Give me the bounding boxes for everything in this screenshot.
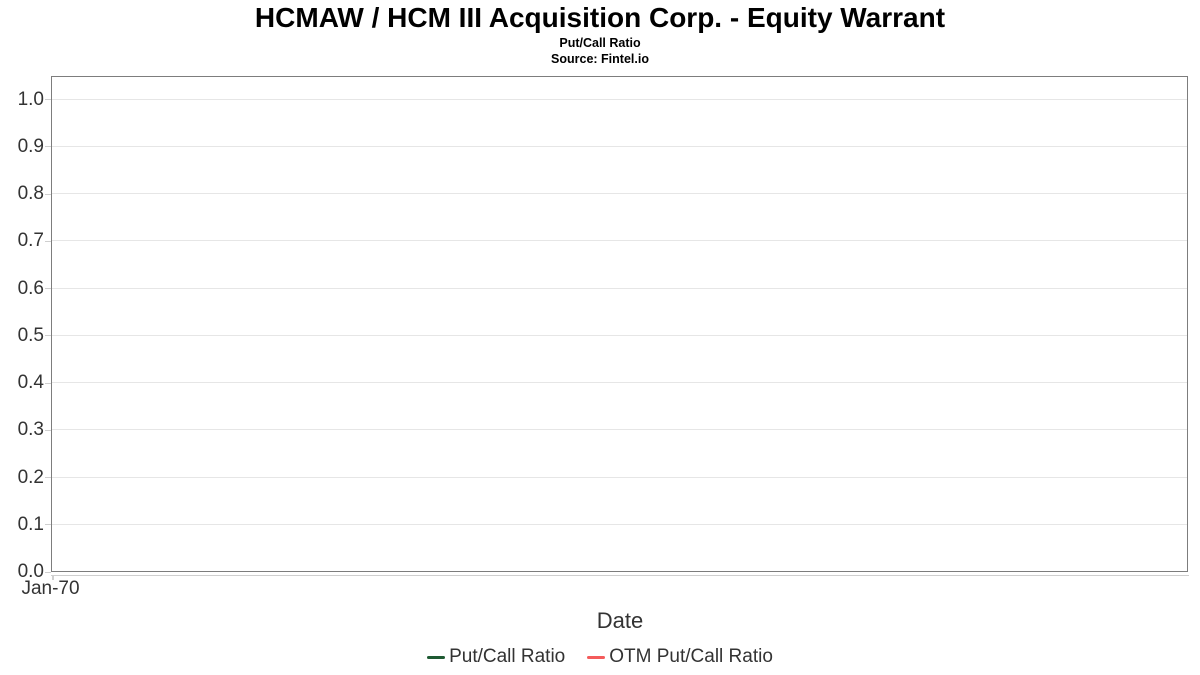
y-tick-label: 0.1 — [17, 513, 44, 535]
y-tick-mark — [45, 193, 51, 195]
x-axis-tick-mark — [52, 575, 54, 580]
gridline — [52, 429, 1187, 431]
y-tick-label: 0.8 — [17, 183, 44, 204]
y-tick-mark — [45, 146, 51, 148]
y-tick-label: 0.0 — [17, 561, 44, 582]
y-tick-mark — [45, 524, 51, 526]
x-axis-title: Date — [596, 608, 644, 633]
gridline — [52, 476, 1187, 478]
y-tick-label: 1.0 — [17, 88, 44, 110]
plot-area — [51, 76, 1188, 572]
y-tick-mark — [45, 288, 51, 289]
chart-source-label: Source: Fintel.io — [551, 52, 649, 66]
chart-title: HCMAW / HCM III Acquisition Corp. - Equi… — [254, 2, 946, 33]
y-tick-label: 0.5 — [17, 324, 44, 346]
legend-line-swatch — [427, 655, 446, 659]
y-tick-mark — [45, 477, 51, 478]
y-tick-mark — [45, 429, 51, 431]
x-axis-tick-label: Jan-70 — [21, 578, 80, 599]
gridline — [52, 334, 1187, 336]
gridline — [52, 98, 1187, 100]
y-tick-label: 0.3 — [17, 419, 44, 441]
y-tick-mark — [45, 382, 51, 384]
gridline — [52, 145, 1187, 147]
gridline — [52, 193, 1187, 194]
y-tick-label: 0.2 — [17, 466, 44, 488]
gridline — [52, 240, 1187, 242]
gridline — [52, 382, 1187, 383]
legend-item-otm-put-call-ratio[interactable]: OTM Put/Call Ratio — [587, 646, 773, 668]
y-tick-label: 0.7 — [17, 230, 44, 252]
legend-item-put-call-ratio[interactable]: Put/Call Ratio — [427, 646, 565, 668]
x-axis-line — [51, 575, 1189, 576]
y-tick-mark — [45, 240, 51, 242]
chart-subtitle: Put/Call Ratio — [559, 36, 641, 50]
y-tick-label: 0.6 — [17, 277, 44, 299]
legend-item-label: Put/Call Ratio — [449, 646, 566, 667]
gridline — [52, 523, 1187, 525]
y-tick-mark — [45, 99, 51, 100]
y-tick-label: 0.9 — [17, 135, 44, 157]
y-tick-mark — [45, 571, 51, 573]
legend-item-label: OTM Put/Call Ratio — [609, 646, 773, 667]
gridline — [52, 287, 1187, 289]
y-tick-label: 0.4 — [17, 372, 44, 393]
legend-line-swatch — [587, 655, 606, 659]
y-tick-mark — [45, 335, 51, 337]
legend: Put/Call Ratio OTM Put/Call Ratio — [0, 646, 1200, 668]
